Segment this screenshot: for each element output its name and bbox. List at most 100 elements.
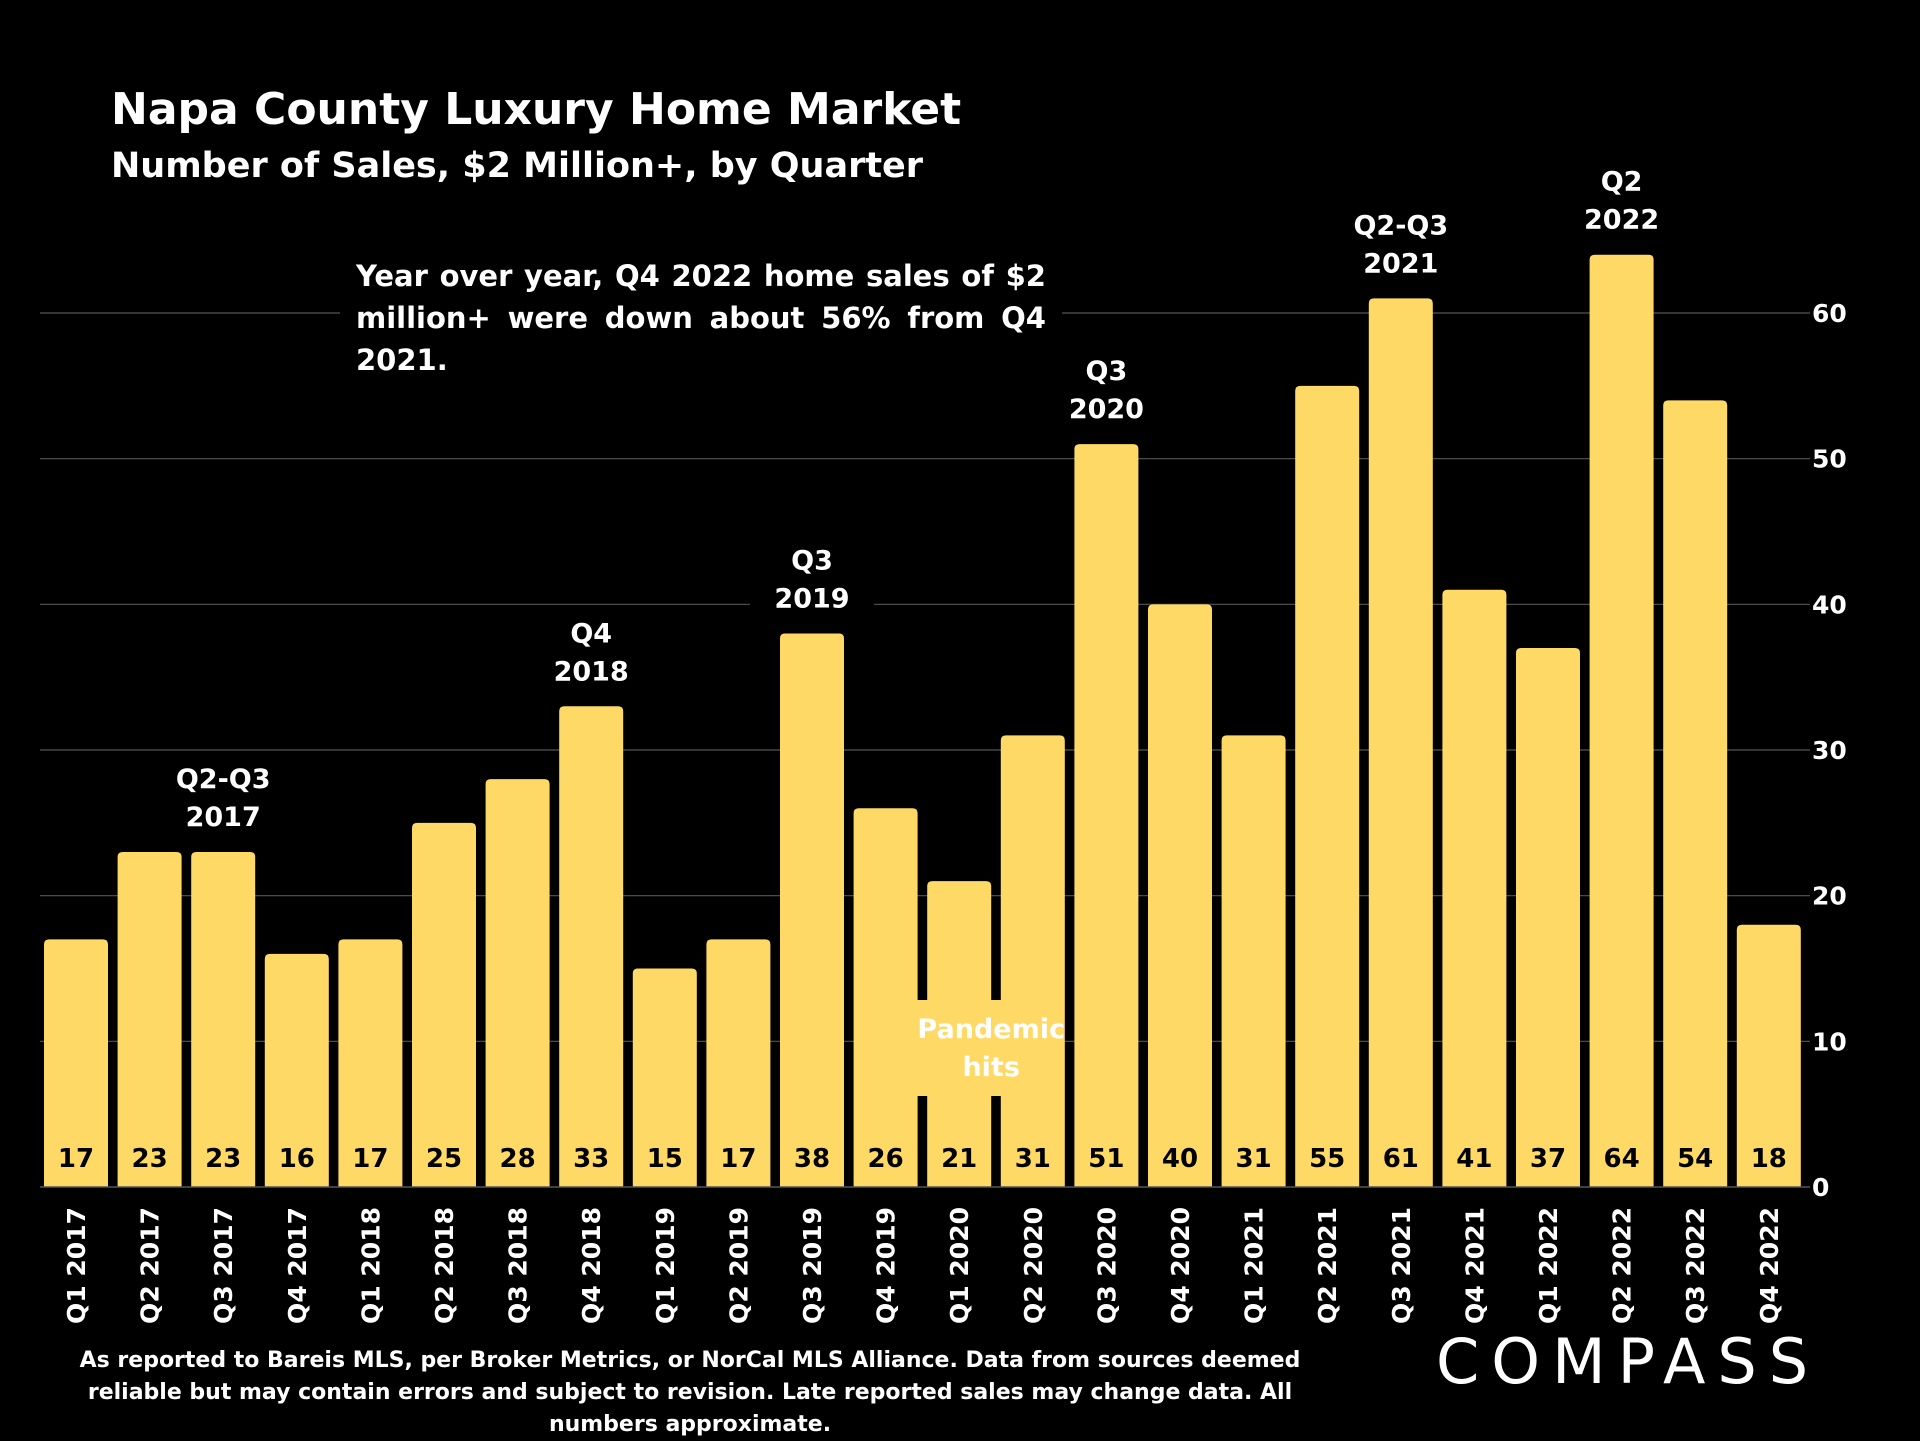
y-tick-label: 10 <box>1812 1027 1847 1056</box>
bar <box>1221 735 1286 1187</box>
y-tick-label: 30 <box>1812 736 1847 765</box>
peak-annotation-label: 2022 <box>1584 205 1659 236</box>
x-tick-label: Q3 2022 <box>1681 1207 1710 1324</box>
x-tick-label: Q2 2017 <box>136 1207 165 1324</box>
bar-value-label: 21 <box>941 1144 977 1174</box>
bar-value-label: 17 <box>58 1144 94 1174</box>
x-tick-label: Q1 2019 <box>651 1207 680 1324</box>
bar-value-label: 37 <box>1530 1144 1566 1174</box>
x-tick-label: Q2 2019 <box>724 1207 753 1324</box>
bar-value-label: 18 <box>1751 1144 1787 1174</box>
y-tick-label: 0 <box>1812 1173 1829 1202</box>
bar-value-label: 41 <box>1456 1144 1492 1174</box>
bar-value-label: 40 <box>1162 1144 1198 1174</box>
bar-value-label: 25 <box>426 1144 462 1174</box>
x-tick-label: Q4 2018 <box>577 1207 606 1324</box>
peak-annotation-label: Q3 <box>1086 356 1128 387</box>
peak-annotation-label: 2020 <box>1069 394 1144 425</box>
pandemic-label: hits <box>962 1052 1019 1083</box>
x-tick-label: Q2 2021 <box>1313 1207 1342 1324</box>
bar <box>780 633 844 1187</box>
bar <box>1295 385 1360 1187</box>
bar-value-label: 28 <box>500 1144 536 1174</box>
bar <box>1000 735 1065 1187</box>
annotation-backdrop <box>750 543 874 624</box>
bar-value-label: 17 <box>720 1144 756 1174</box>
peak-annotation-label: 2021 <box>1363 248 1438 279</box>
chart-title: Napa County Luxury Home Market <box>111 84 962 135</box>
bar <box>1516 648 1580 1187</box>
x-tick-label: Q2 2020 <box>1019 1207 1048 1324</box>
peak-annotation-label: Q2-Q3 <box>176 764 271 795</box>
source-footnote: As reported to Bareis MLS, per Broker Me… <box>79 1348 1301 1437</box>
annotation-backdrop <box>1559 164 1684 245</box>
annotation-backdrop <box>1044 354 1169 435</box>
x-tick-label: Q4 2021 <box>1460 1207 1489 1324</box>
yoy-callout: Year over year, Q4 2022 home sales of $2… <box>340 255 1062 381</box>
annotation-backdrop <box>1338 208 1463 289</box>
compass-logo: COMPASS <box>1436 1325 1821 1398</box>
bar-value-label: 26 <box>868 1144 904 1174</box>
bar <box>1589 254 1654 1187</box>
bar <box>44 939 108 1187</box>
bar-value-label: 55 <box>1309 1144 1345 1174</box>
peak-annotation-label: 2017 <box>186 802 261 833</box>
bar <box>559 706 624 1187</box>
annotation-backdrop <box>529 616 654 697</box>
bar <box>1148 604 1212 1187</box>
bar-value-label: 15 <box>647 1144 683 1174</box>
peak-annotation-label: 2018 <box>554 656 629 687</box>
x-tick-label: Q1 2022 <box>1534 1207 1563 1324</box>
x-tick-label: Q2 2018 <box>430 1207 459 1324</box>
x-tick-label: Q1 2020 <box>945 1207 974 1324</box>
bar <box>1663 400 1728 1187</box>
bar-value-label: 61 <box>1383 1144 1419 1174</box>
y-tick-label: 50 <box>1812 445 1847 474</box>
bar-value-label: 16 <box>279 1144 315 1174</box>
bar-value-label: 38 <box>794 1144 830 1174</box>
x-tick-label: Q4 2020 <box>1166 1207 1195 1324</box>
peak-annotation-label: Q2 <box>1601 167 1643 198</box>
bar-value-label: 17 <box>352 1144 388 1174</box>
bar <box>1736 924 1801 1187</box>
peak-annotation-label: Q3 <box>791 545 833 576</box>
pandemic-label: Pandemic <box>917 1014 1065 1045</box>
bar <box>1442 589 1507 1187</box>
chart-subtitle: Number of Sales, $2 Million+, by Quarter <box>111 146 924 186</box>
bar-value-label: 31 <box>1236 1144 1272 1174</box>
bar-value-label: 51 <box>1088 1144 1124 1174</box>
y-tick-label: 20 <box>1812 882 1847 911</box>
peak-annotation-label: Q4 <box>570 618 612 649</box>
x-tick-label: Q4 2022 <box>1755 1207 1784 1324</box>
bar <box>853 808 918 1187</box>
bar <box>485 779 550 1187</box>
x-tick-label: Q3 2018 <box>504 1207 533 1324</box>
y-tick-label: 60 <box>1812 299 1847 328</box>
x-tick-label: Q4 2019 <box>872 1207 901 1324</box>
x-tick-label: Q3 2017 <box>209 1207 238 1324</box>
bar <box>117 851 182 1187</box>
bar <box>1368 298 1433 1187</box>
bar-value-label: 64 <box>1604 1144 1640 1174</box>
bar-value-label: 23 <box>205 1144 241 1174</box>
x-tick-label: Q1 2018 <box>356 1207 385 1324</box>
bar <box>191 851 256 1187</box>
bar <box>412 822 476 1187</box>
pandemic-label-backdrop <box>867 1000 1052 1096</box>
x-tick-label: Q2 2022 <box>1608 1207 1637 1324</box>
x-tick-label: Q1 2017 <box>62 1207 91 1324</box>
bar <box>632 968 697 1187</box>
x-tick-label: Q4 2017 <box>283 1207 312 1324</box>
x-tick-label: Q1 2021 <box>1240 1207 1269 1324</box>
x-tick-label: Q3 2019 <box>798 1207 827 1324</box>
bar <box>338 939 403 1187</box>
bar <box>1074 444 1139 1188</box>
bar-value-label: 33 <box>573 1144 609 1174</box>
y-tick-label: 40 <box>1812 590 1847 619</box>
bar-value-label: 54 <box>1677 1144 1713 1174</box>
bar <box>264 953 329 1187</box>
peak-annotation-label: Q2-Q3 <box>1353 210 1448 241</box>
peak-annotation-label: 2019 <box>774 583 849 614</box>
bar <box>706 939 771 1187</box>
